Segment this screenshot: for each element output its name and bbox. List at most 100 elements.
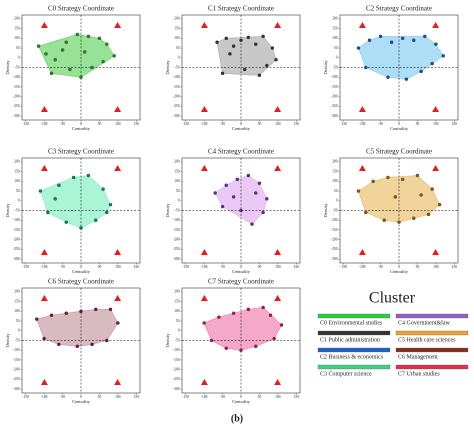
y-tick-label: -250: [13, 377, 20, 381]
quadrant-marker: [358, 22, 366, 28]
point: [246, 173, 251, 178]
point: [235, 177, 240, 182]
y-tick-label: 150: [174, 26, 180, 30]
quadrant-marker: [274, 379, 282, 385]
point: [434, 42, 438, 46]
quadrant-marker: [114, 106, 122, 112]
legend-label: C7 Urban studies: [398, 371, 440, 377]
point: [270, 46, 275, 50]
quadrant-marker: [40, 379, 48, 385]
x-axis-label: Centrality: [232, 399, 251, 404]
point: [220, 71, 225, 76]
point: [257, 181, 262, 185]
y-tick-label: -250: [173, 104, 180, 108]
point: [437, 202, 442, 207]
point: [423, 34, 427, 39]
y-tick-label: -300: [13, 257, 20, 261]
point: [239, 348, 243, 352]
point: [215, 40, 219, 44]
y-tick-label: 50: [334, 189, 338, 193]
point: [224, 36, 228, 41]
panel-title: C2 Strategy Coordinate: [366, 5, 432, 13]
y-tick-label: -150: [331, 85, 338, 89]
x-axis-label: Centrality: [390, 126, 409, 131]
x-tick-label: 0: [80, 122, 82, 126]
x-tick-label: 150: [452, 122, 458, 126]
y-tick-label: 200: [174, 17, 180, 21]
quadrant-marker: [40, 106, 48, 112]
x-tick-label: 100: [115, 265, 121, 269]
y-tick-label: 200: [174, 160, 180, 164]
y-tick-label: 200: [332, 17, 338, 21]
quadrant-marker: [432, 165, 440, 171]
y-tick-label: 150: [174, 299, 180, 303]
point: [97, 36, 102, 41]
x-tick-label: -100: [41, 122, 48, 126]
x-tick-label: -50: [378, 122, 383, 126]
quadrant-marker: [274, 249, 282, 255]
y-tick-label: -100: [13, 75, 20, 79]
point: [231, 195, 236, 199]
legend-title: Cluster: [369, 290, 416, 307]
point: [220, 204, 225, 209]
y-tick-label: 150: [14, 299, 20, 303]
point: [94, 307, 98, 312]
y-tick-label: -250: [173, 377, 180, 381]
x-tick-label: 50: [98, 395, 102, 399]
point: [246, 307, 251, 312]
quadrant-marker: [432, 106, 440, 112]
point: [64, 311, 68, 315]
legend-swatch: [395, 347, 469, 353]
y-tick-label: -200: [13, 237, 20, 241]
point: [90, 65, 94, 70]
quadrant-marker: [358, 249, 366, 255]
y-tick-label: 0: [18, 199, 20, 203]
x-tick-label: -150: [182, 395, 189, 399]
y-tick-label: -150: [13, 358, 20, 362]
legend-label: C3 Computer science: [320, 371, 372, 377]
x-tick-label: -150: [22, 265, 29, 269]
point: [250, 222, 254, 226]
hull: [36, 308, 119, 347]
point: [279, 323, 284, 327]
x-tick-label: -100: [201, 395, 208, 399]
point: [101, 59, 105, 64]
x-axis-label: Centrality: [72, 399, 91, 404]
y-tick-label: -50: [15, 338, 20, 342]
legend-swatch: [395, 330, 469, 336]
point: [441, 54, 445, 58]
x-tick-label: 50: [416, 265, 420, 269]
x-tick-label: 150: [294, 122, 300, 126]
y-axis-label: Density: [323, 203, 328, 218]
y-tick-label: 0: [18, 329, 20, 333]
point: [94, 218, 98, 222]
quadrant-marker: [432, 249, 440, 255]
point: [64, 40, 68, 44]
point: [49, 313, 54, 317]
y-tick-label: -200: [13, 94, 20, 98]
point: [46, 210, 50, 215]
y-axis-label: Density: [5, 203, 10, 218]
x-tick-label: 0: [398, 265, 400, 269]
y-tick-label: -50: [175, 338, 180, 342]
y-tick-label: 0: [178, 56, 180, 60]
y-tick-label: 50: [16, 189, 20, 193]
y-tick-label: -100: [173, 218, 180, 222]
y-tick-label: 100: [174, 179, 180, 183]
y-tick-label: 50: [176, 189, 180, 193]
point: [430, 61, 434, 66]
point: [371, 179, 375, 184]
point: [412, 38, 416, 42]
x-tick-label: 100: [115, 395, 121, 399]
y-tick-label: 50: [334, 46, 338, 50]
x-tick-label: -50: [378, 265, 383, 269]
x-tick-label: -150: [340, 122, 347, 126]
x-tick-label: -100: [359, 265, 366, 269]
point: [44, 52, 48, 56]
point: [86, 34, 91, 39]
quadrant-marker: [200, 106, 208, 112]
panel-title: C7 Strategy Coordinate: [208, 278, 274, 286]
x-tick-label: 150: [452, 265, 458, 269]
y-tick-label: -200: [331, 237, 338, 241]
y-tick-label: 0: [336, 199, 338, 203]
